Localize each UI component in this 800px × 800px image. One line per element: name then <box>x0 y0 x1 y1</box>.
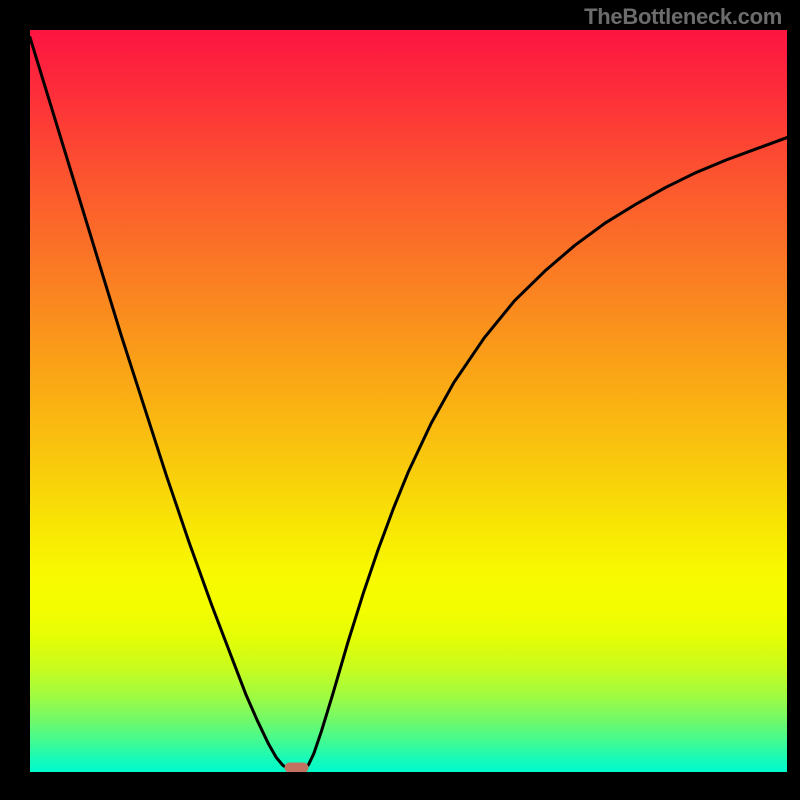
minimum-marker <box>284 763 308 772</box>
watermark-text: TheBottleneck.com <box>584 4 782 30</box>
chart-frame: TheBottleneck.com <box>0 0 800 800</box>
bottleneck-plot <box>30 30 787 772</box>
